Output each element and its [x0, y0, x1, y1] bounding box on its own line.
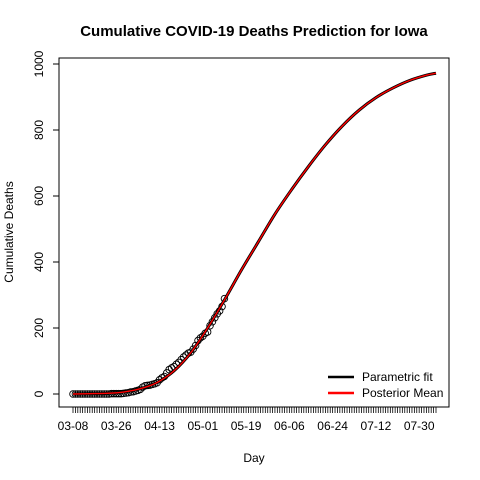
observed-point: [191, 341, 200, 350]
x-tick-label: 06-24: [317, 419, 348, 433]
x-tick-label: 05-19: [231, 419, 262, 433]
chart-title: Cumulative COVID-19 Deaths Prediction fo…: [80, 23, 428, 40]
legend-label-posterior-mean: Posterior Mean: [362, 386, 443, 400]
y-axis: 0 200 400 600 800 1000: [32, 50, 60, 397]
x-tick-label: 03-08: [58, 419, 89, 433]
x-tick-label: 06-06: [274, 419, 305, 433]
legend-label-parametric-fit: Parametric fit: [362, 370, 433, 384]
x-axis-label: Day: [243, 451, 264, 465]
y-tick-label: 600: [32, 186, 46, 206]
y-tick-label: 400: [32, 252, 46, 272]
plot-frame: [58, 57, 450, 408]
series-line-parametric-fit: [72, 71, 437, 396]
y-tick-label: 0: [32, 390, 46, 397]
x-tick-label: 03-26: [101, 419, 132, 433]
x-tick-label: 07-12: [361, 419, 392, 433]
x-tick-label: 05-01: [187, 419, 218, 433]
x-axis: 03-08 03-26 04-13 05-01 05-19 06-06 06-24 07-12…: [58, 406, 437, 433]
series-line-posterior-mean: [72, 72, 437, 395]
y-tick-label: 800: [32, 120, 46, 140]
series-lines: [72, 71, 437, 396]
y-axis-label: Cumulative Deaths: [2, 181, 16, 282]
x-tick-label: 04-13: [144, 419, 175, 433]
x-tick-label: 07-30: [404, 419, 435, 433]
y-tick-label: 1000: [32, 50, 46, 77]
observed-points: [69, 294, 229, 398]
y-tick-label: 200: [32, 318, 46, 338]
legend: Parametric fit Posterior Mean: [328, 370, 443, 400]
